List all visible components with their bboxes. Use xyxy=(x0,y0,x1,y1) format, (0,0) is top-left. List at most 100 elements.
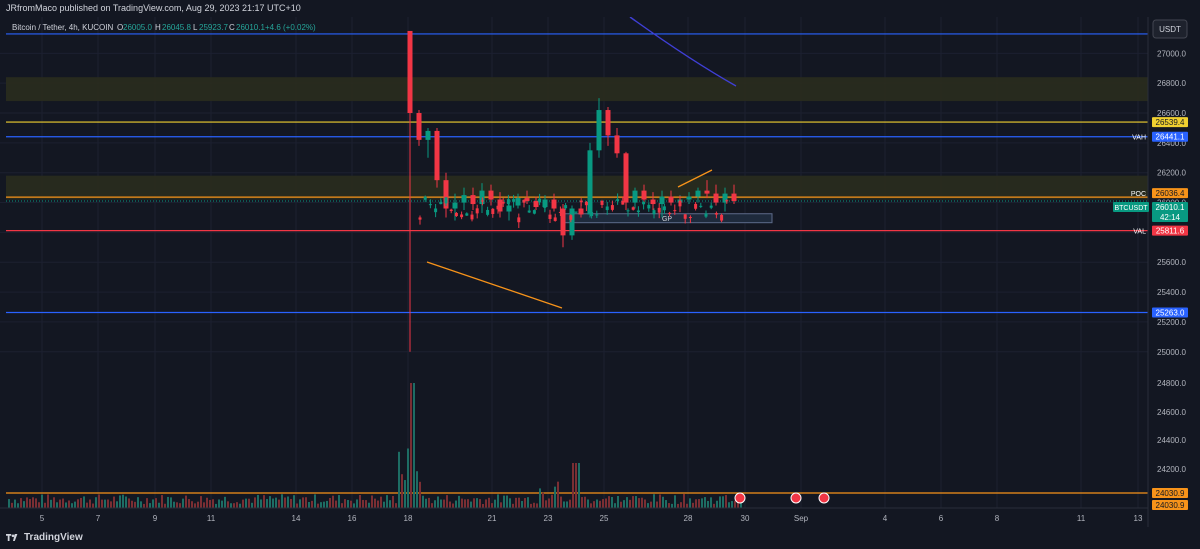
candle-body xyxy=(569,208,575,236)
candle-body xyxy=(610,205,614,210)
volume-bar xyxy=(338,495,340,508)
moving-average-line xyxy=(629,16,737,87)
candle-body xyxy=(709,205,713,208)
volume-bar xyxy=(485,499,487,508)
volume-bar xyxy=(164,503,166,508)
price-label-bg xyxy=(1152,188,1188,199)
candle-body xyxy=(460,214,464,218)
volume-bar xyxy=(122,494,124,508)
ohlc-change: +4.6 (+0.02%) xyxy=(265,23,316,32)
volume-bar xyxy=(77,499,79,508)
volume-bar xyxy=(479,499,481,508)
volume-bar xyxy=(452,503,454,508)
volume-bar xyxy=(518,497,520,508)
volume-bar xyxy=(188,499,190,508)
volume-bar xyxy=(167,496,169,508)
currency-button-label[interactable]: USDT xyxy=(1159,25,1181,34)
x-tick-label: 16 xyxy=(348,514,357,523)
volume-bar xyxy=(308,501,310,508)
price-labels: 26539.4 26441.1 VAH 26036.4 POC 26010.142:14 B… xyxy=(1113,117,1188,510)
volume-bar xyxy=(662,496,664,508)
x-tick-label: 28 xyxy=(684,514,693,523)
trend-line-upper xyxy=(677,169,713,188)
volume-bar xyxy=(632,496,634,508)
tradingview-logo[interactable]: TradingView xyxy=(6,532,83,543)
volume-bar xyxy=(641,497,643,508)
price-label-value: 24030.9 xyxy=(1156,501,1185,510)
volume-bar xyxy=(668,503,670,508)
volume-bar xyxy=(707,500,709,508)
volume-bar xyxy=(638,498,640,508)
volume-bar xyxy=(239,503,241,508)
volume-bar xyxy=(413,383,415,508)
volume-bar xyxy=(347,499,349,508)
ohlc-close: 26010.1 xyxy=(236,23,265,32)
volume-bar xyxy=(542,492,544,508)
volume-bar xyxy=(569,499,571,508)
candle-body xyxy=(461,195,467,203)
volume-bar xyxy=(614,503,616,508)
zones: GP xyxy=(6,77,1148,223)
volume-bar xyxy=(50,499,52,508)
volume-bar xyxy=(482,503,484,508)
volume-bar xyxy=(671,503,673,508)
y-tick-label: 25600.0 xyxy=(1157,258,1186,267)
volume-bar xyxy=(548,498,550,508)
candle-body xyxy=(683,214,687,219)
volume-bar xyxy=(596,499,598,508)
volume-bar xyxy=(89,499,91,508)
event-flag-icon xyxy=(818,492,830,504)
volume-bar xyxy=(341,503,343,508)
drawings xyxy=(426,16,737,309)
volume-bar xyxy=(680,502,682,508)
candle-body xyxy=(543,205,547,208)
volume-bar xyxy=(224,496,226,508)
x-tick-label: 30 xyxy=(741,514,750,523)
volume-bar xyxy=(221,500,223,508)
volume-bar xyxy=(149,503,151,508)
candle-body xyxy=(527,210,531,213)
volume-bar xyxy=(572,463,574,508)
candle-body xyxy=(704,213,708,217)
volume-bar xyxy=(605,498,607,508)
volume-bar xyxy=(473,498,475,508)
currency-button[interactable]: USDT xyxy=(1152,19,1188,39)
price-label-bg xyxy=(1152,488,1188,498)
volume-bar xyxy=(467,499,469,508)
volume-bar xyxy=(92,503,94,508)
volume-bar xyxy=(398,451,400,508)
candle-body xyxy=(454,212,458,217)
volume-bar xyxy=(539,488,541,508)
volume-bar xyxy=(695,499,697,508)
candle-body xyxy=(439,201,443,205)
volume-bar xyxy=(524,498,526,508)
ohlc-open: 26005.0 xyxy=(123,23,152,32)
candle-body xyxy=(647,204,651,209)
volume-bar xyxy=(197,501,199,508)
candle-body xyxy=(418,217,422,220)
volume-bar xyxy=(551,494,553,508)
zone-1 xyxy=(6,175,1148,200)
volume-bar xyxy=(209,499,211,508)
volume-bar xyxy=(326,500,328,508)
volume-bar xyxy=(497,494,499,508)
candle-body xyxy=(479,190,485,205)
volume-bar xyxy=(395,503,397,508)
ohlc-low: 25923.7 xyxy=(199,23,228,32)
candle-body xyxy=(542,199,548,208)
volume-bar xyxy=(476,498,478,508)
price-label-value: 25263.0 xyxy=(1156,309,1185,318)
volume-bar xyxy=(68,500,70,508)
volume-bar xyxy=(527,497,529,508)
volume-bar xyxy=(29,499,31,508)
volume-bar xyxy=(626,497,628,508)
volume-bar xyxy=(557,481,559,508)
candle-body xyxy=(678,200,682,207)
volume-bar xyxy=(737,501,739,508)
volume-bar xyxy=(455,500,457,508)
volume-bar xyxy=(173,501,175,508)
candle-body xyxy=(574,211,578,213)
price-label-name: VAH xyxy=(1132,135,1146,142)
candle-body xyxy=(623,153,629,203)
